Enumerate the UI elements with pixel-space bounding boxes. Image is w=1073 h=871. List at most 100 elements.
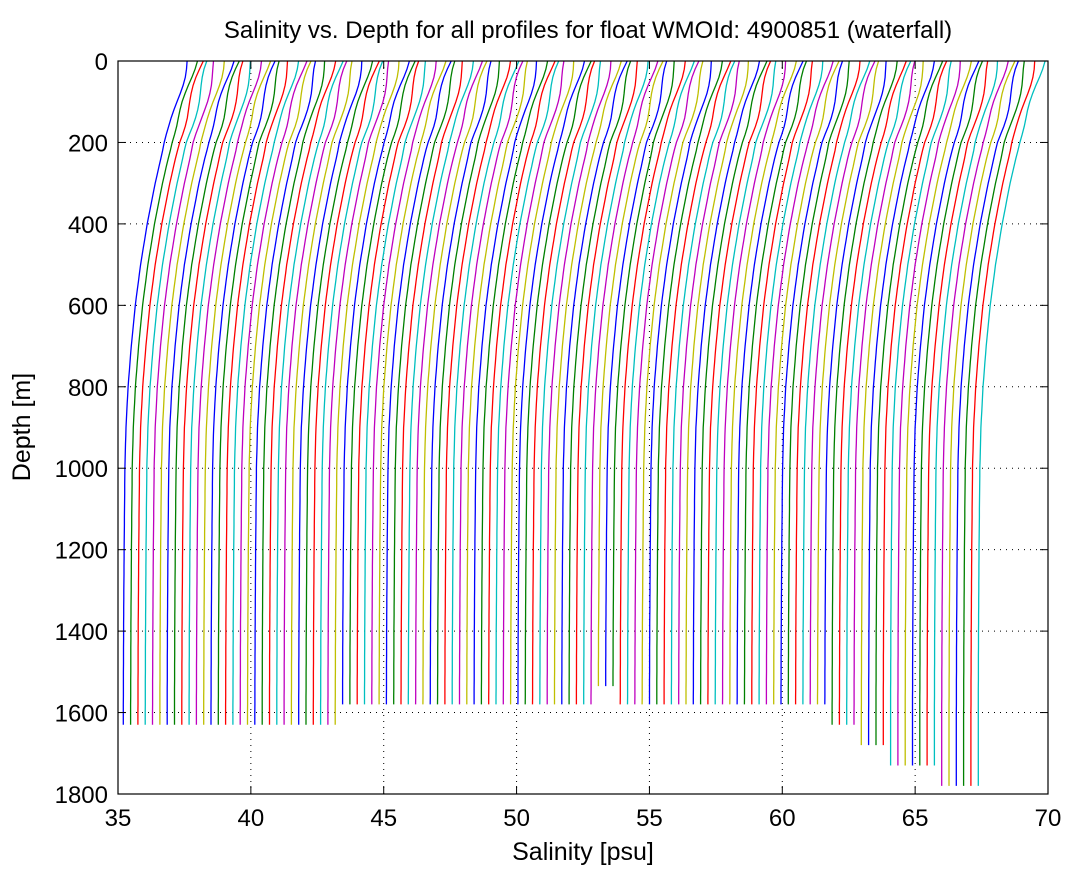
profile-line-15 xyxy=(232,60,300,725)
profile-line-19 xyxy=(261,60,326,725)
profile-line-75 xyxy=(670,60,736,705)
profile-line-71 xyxy=(641,60,704,705)
profile-line-84 xyxy=(736,60,804,705)
profile-line-65 xyxy=(597,60,664,687)
profile-line-117 xyxy=(977,60,1046,786)
profile-line-44 xyxy=(444,60,512,705)
profile-line-42 xyxy=(429,60,492,705)
profile-line-61 xyxy=(568,60,632,705)
profile-line-81 xyxy=(714,60,777,705)
profile-line-22 xyxy=(283,60,348,725)
y-tick-label-2: 400 xyxy=(68,212,108,239)
profile-line-25 xyxy=(305,60,374,725)
profile-line-114 xyxy=(955,60,1020,786)
profile-line-87 xyxy=(758,60,824,705)
profile-line-8 xyxy=(181,60,244,725)
profile-line-37 xyxy=(393,60,456,705)
y-tick-label-3: 600 xyxy=(68,293,108,320)
profile-line-70 xyxy=(634,60,700,705)
profile-line-97 xyxy=(831,60,898,725)
profile-line-27 xyxy=(319,60,384,725)
profile-line-83 xyxy=(729,60,798,705)
profile-line-91 xyxy=(787,60,850,705)
profile-line-56 xyxy=(531,60,596,705)
profile-line-105 xyxy=(889,60,952,766)
profile-line-80 xyxy=(707,60,772,705)
profile-line-95 xyxy=(816,60,880,705)
y-tick-label-4: 800 xyxy=(68,375,108,402)
profile-line-96 xyxy=(824,60,887,705)
y-tick-label-1: 200 xyxy=(68,130,108,157)
profile-line-6 xyxy=(166,60,235,725)
profile-line-47 xyxy=(466,60,529,705)
plot-frame xyxy=(117,60,1049,795)
profile-line-108 xyxy=(911,60,980,766)
x-tick-label-3: 50 xyxy=(503,805,530,832)
x-tick-label-5: 60 xyxy=(769,805,796,832)
profile-line-63 xyxy=(583,60,649,705)
profile-line-100 xyxy=(853,60,916,725)
x-tick-label-6: 65 xyxy=(902,805,929,832)
profile-line-111 xyxy=(933,60,999,766)
profile-line-90 xyxy=(780,60,844,705)
profile-line-88 xyxy=(765,60,834,705)
profile-line-76 xyxy=(678,60,740,705)
profile-line-66 xyxy=(605,60,668,687)
profile-line-48 xyxy=(473,60,538,705)
profile-line-3 xyxy=(144,60,208,725)
y-tick-label-9: 1800 xyxy=(55,782,108,809)
profile-line-102 xyxy=(867,60,936,746)
profile-line-38 xyxy=(400,60,463,705)
profile-line-77 xyxy=(685,60,750,705)
profile-line-89 xyxy=(773,60,840,705)
profile-line-21 xyxy=(276,60,344,725)
profile-line-106 xyxy=(897,60,961,766)
x-axis-label: Salinity [psu] xyxy=(512,838,654,866)
profile-line-107 xyxy=(904,60,973,766)
profile-line-53 xyxy=(509,60,575,705)
profile-line-74 xyxy=(663,60,732,705)
profile-line-57 xyxy=(539,60,602,705)
profile-line-40 xyxy=(414,60,484,705)
profile-line-1 xyxy=(129,60,199,725)
profile-line-24 xyxy=(298,60,363,725)
x-tick-label-2: 45 xyxy=(370,805,397,832)
profile-line-110 xyxy=(926,60,989,766)
chart-title: Salinity vs. Depth for all profiles for … xyxy=(224,17,952,44)
profile-line-82 xyxy=(721,60,787,705)
profile-line-23 xyxy=(290,60,353,725)
profile-line-72 xyxy=(648,60,712,705)
profile-line-55 xyxy=(524,60,592,705)
profile-line-46 xyxy=(458,60,524,705)
profile-line-103 xyxy=(875,60,944,746)
profile-line-94 xyxy=(809,60,876,705)
profile-line-35 xyxy=(378,60,447,705)
profile-line-73 xyxy=(656,60,724,705)
profile-line-39 xyxy=(407,60,475,705)
profile-line-11 xyxy=(203,60,272,725)
x-axis: 35 40 45 50 55 60 65 70 xyxy=(105,61,1062,832)
profile-line-58 xyxy=(546,60,612,705)
profile-line-17 xyxy=(246,60,312,725)
profile-line-104 xyxy=(882,60,948,746)
profile-line-101 xyxy=(860,60,924,746)
profile-line-16 xyxy=(239,60,308,725)
profile-line-41 xyxy=(422,60,488,705)
profile-line-69 xyxy=(626,60,696,705)
profile-line-18 xyxy=(254,60,317,725)
profile-line-4 xyxy=(151,60,215,725)
profile-line-43 xyxy=(436,60,501,705)
profile-line-54 xyxy=(517,60,586,705)
profile-line-9 xyxy=(188,60,252,725)
profile-line-50 xyxy=(488,60,556,705)
y-axis-label: Depth [m] xyxy=(8,373,36,481)
profile-line-34 xyxy=(371,60,437,705)
profile-line-45 xyxy=(451,60,520,705)
y-tick-label-7: 1400 xyxy=(55,619,108,646)
profile-line-36 xyxy=(385,60,452,705)
profile-line-29 xyxy=(334,60,400,725)
x-tick-label-4: 55 xyxy=(636,805,663,832)
x-tick-label-7: 70 xyxy=(1035,805,1062,832)
y-tick-label-0: 0 xyxy=(95,49,108,76)
